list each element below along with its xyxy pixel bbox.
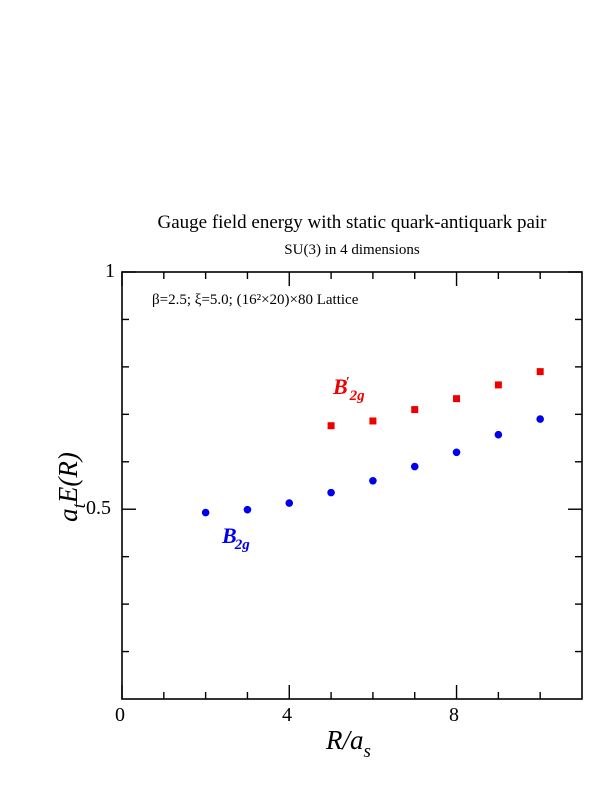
x-tick-label-0: 0 — [115, 704, 125, 726]
y-tick-label-0-5: 0.5 — [86, 497, 111, 519]
series-label-b2gp-sub: 2g — [349, 388, 365, 404]
data-point-series-1 — [369, 417, 377, 425]
data-point-series-0 — [494, 430, 503, 439]
series-label-b2gp-main: B — [333, 374, 348, 399]
axis-ticks — [121, 271, 582, 699]
data-point-series-1 — [536, 368, 544, 376]
data-point-series-0 — [327, 488, 335, 497]
lattice-annotation: β=2.5; ξ=5.0; (16²×20)×80 Lattice — [152, 292, 359, 308]
data-point-series-1 — [411, 406, 419, 414]
data-marks — [201, 368, 544, 517]
series-label-b2gp-prime: ′ — [345, 375, 350, 390]
data-point-series-1 — [327, 422, 335, 430]
x-tick-label-4: 4 — [282, 704, 292, 726]
x-axis-label: R/as — [326, 725, 371, 763]
chart-subtitle: SU(3) in 4 dimensions — [284, 242, 420, 258]
series-label-b2g-main: B — [222, 523, 237, 548]
chart-title: Gauge field energy with static quark-ant… — [157, 212, 547, 233]
data-point-series-1 — [453, 395, 461, 403]
y-tick-label-1: 1 — [105, 260, 115, 282]
data-point-series-0 — [410, 462, 419, 471]
series-label-b2g-sub: 2g — [234, 537, 250, 553]
x-axis-label-sub: s — [363, 741, 371, 762]
data-point-series-0 — [452, 448, 461, 457]
plot-frame — [121, 271, 583, 700]
data-point-series-0 — [369, 476, 377, 485]
y-axis-label-sub: t — [69, 503, 90, 509]
data-point-series-0 — [243, 505, 252, 514]
x-tick-label-8: 8 — [449, 704, 459, 726]
series-label-b2g-prime-series: B′2g — [333, 374, 365, 405]
y-axis-label-main: E(R) — [53, 452, 83, 504]
data-point-series-1 — [494, 381, 502, 389]
series-label-b2g: B2g — [222, 523, 250, 554]
data-point-series-0 — [536, 415, 544, 423]
data-point-series-0 — [285, 499, 294, 507]
y-axis-label: atE(R) — [53, 452, 91, 522]
data-point-series-0 — [201, 508, 210, 517]
x-axis-label-main: R/a — [326, 725, 364, 755]
y-axis-label-pre: a — [53, 508, 83, 522]
